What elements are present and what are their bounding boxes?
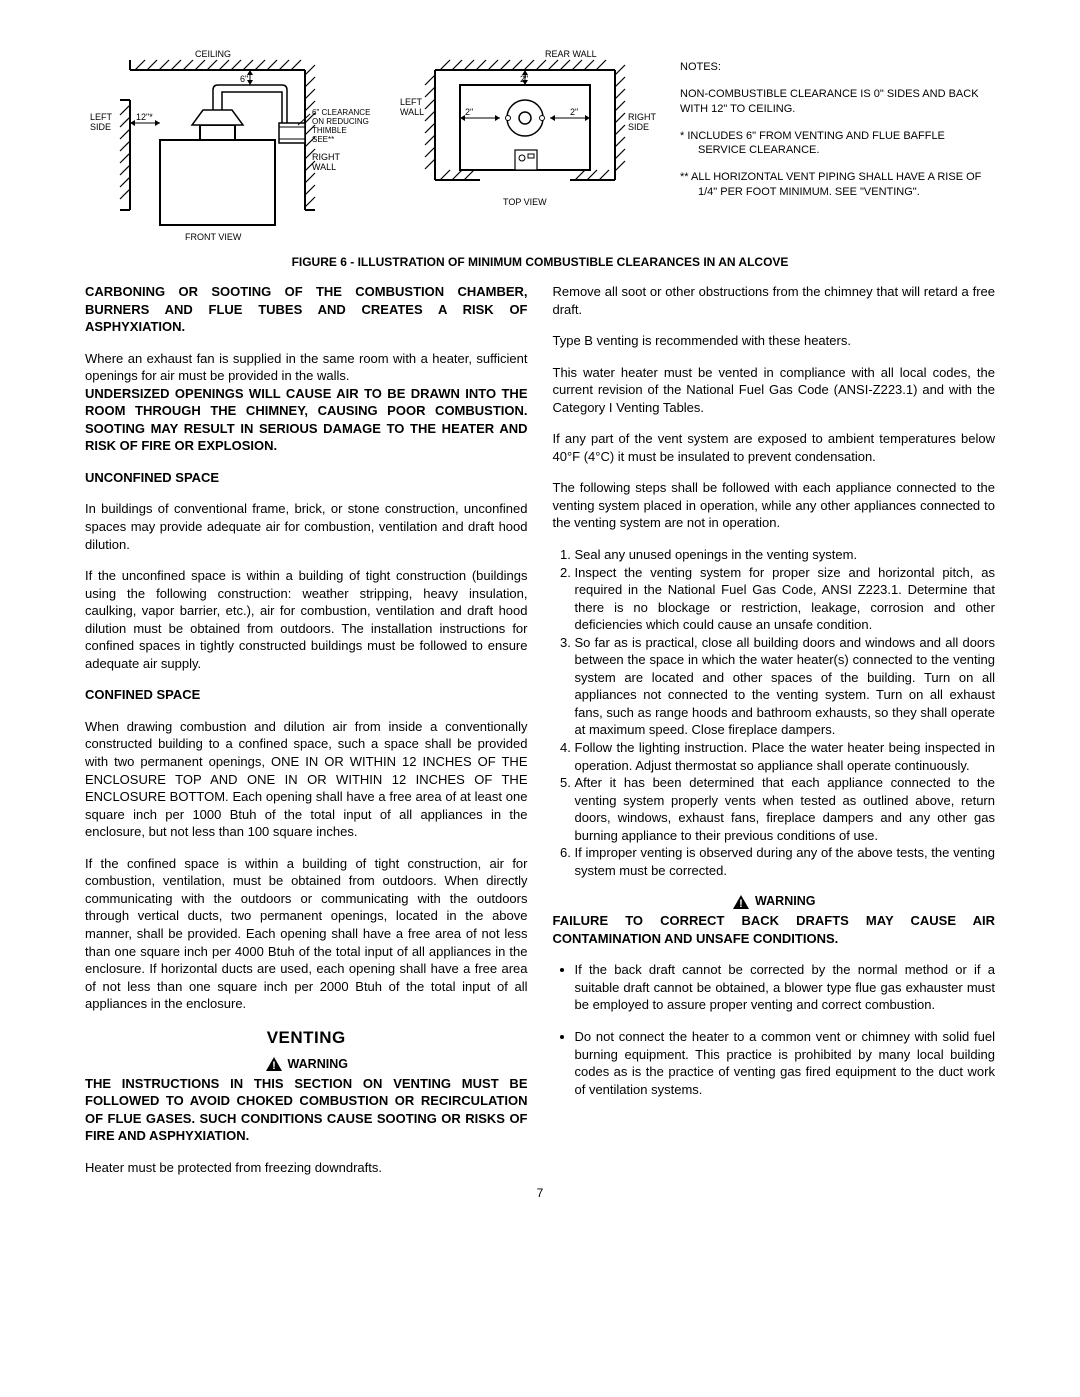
figure-caption: FIGURE 6 - ILLUSTRATION OF MINIMUM COMBU… bbox=[85, 255, 995, 269]
svg-text:SIDE: SIDE bbox=[90, 122, 111, 132]
front-view-diagram: CEILING LEFT SIDE bbox=[85, 30, 385, 245]
svg-text:RIGHT: RIGHT bbox=[628, 112, 657, 122]
note-2: * INCLUDES 6" FROM VENTING AND FLUE BAFF… bbox=[680, 129, 995, 159]
unconfined-p2: If the unconfined space is within a buil… bbox=[85, 567, 528, 672]
carboning-warning: CARBONING OR SOOTING OF THE COMBUSTION C… bbox=[85, 283, 528, 336]
svg-text:!: ! bbox=[739, 898, 743, 910]
note-1: NON-COMBUSTIBLE CLEARANCE IS 0" SIDES AN… bbox=[680, 87, 995, 117]
step-3: So far as is practical, close all buildi… bbox=[575, 634, 996, 739]
svg-text:WALL: WALL bbox=[312, 162, 336, 172]
unconfined-p1: In buildings of conventional frame, bric… bbox=[85, 500, 528, 553]
insulation-para: If any part of the vent system are expos… bbox=[553, 430, 996, 465]
confined-p1: When drawing combustion and dilution air… bbox=[85, 718, 528, 841]
steps-intro: The following steps shall be followed wi… bbox=[553, 479, 996, 532]
confined-heading: CONFINED SPACE bbox=[85, 686, 528, 704]
warning-label-2: WARNING bbox=[755, 893, 815, 910]
step-1: Seal any unused openings in the venting … bbox=[575, 546, 996, 564]
backdraft-bullets: If the back draft cannot be corrected by… bbox=[553, 961, 996, 1098]
page-number: 7 bbox=[85, 1186, 995, 1200]
svg-text:ON REDUCING: ON REDUCING bbox=[312, 117, 369, 126]
step-6: If improper venting is observed during a… bbox=[575, 844, 996, 879]
ceiling-label: CEILING bbox=[195, 49, 231, 59]
soot-removal: Remove all soot or other obstructions fr… bbox=[553, 283, 996, 318]
right-column: Remove all soot or other obstructions fr… bbox=[553, 283, 996, 1176]
warning-label-1: WARNING bbox=[288, 1056, 348, 1073]
venting-steps: Seal any unused openings in the venting … bbox=[553, 546, 996, 879]
svg-text:WALL: WALL bbox=[400, 107, 424, 117]
front-view-label: FRONT VIEW bbox=[185, 232, 242, 242]
warning-icon: ! bbox=[732, 894, 750, 910]
confined-p2: If the confined space is within a buildi… bbox=[85, 855, 528, 1013]
unconfined-heading: UNCONFINED SPACE bbox=[85, 469, 528, 487]
step-4: Follow the lighting instruction. Place t… bbox=[575, 739, 996, 774]
dim-6: 6" bbox=[240, 74, 248, 84]
figure-area: CEILING LEFT SIDE bbox=[85, 30, 995, 245]
exhaust-fan-para: Where an exhaust fan is supplied in the … bbox=[85, 350, 528, 385]
svg-text:6" CLEARANCE: 6" CLEARANCE bbox=[312, 108, 370, 117]
venting-instruction-warning: THE INSTRUCTIONS IN THIS SECTION ON VENT… bbox=[85, 1075, 528, 1145]
svg-text:RIGHT: RIGHT bbox=[312, 152, 341, 162]
warning-icon: ! bbox=[265, 1056, 283, 1072]
dim-2-top: 2" bbox=[520, 74, 528, 84]
left-side-label: LEFT bbox=[90, 112, 113, 122]
notes-heading: NOTES: bbox=[680, 60, 995, 75]
step-5: After it has been determined that each a… bbox=[575, 774, 996, 844]
bullet-2: Do not connect the heater to a common ve… bbox=[575, 1028, 996, 1098]
dim-2-left: 2" bbox=[465, 107, 473, 117]
dim-2-right: 2" bbox=[570, 107, 578, 117]
dim-12: 12"* bbox=[136, 112, 153, 122]
step-2: Inspect the venting system for proper si… bbox=[575, 564, 996, 634]
two-column-body: CARBONING OR SOOTING OF THE COMBUSTION C… bbox=[85, 283, 995, 1176]
svg-text:THIMBLE: THIMBLE bbox=[312, 126, 347, 135]
warning-line-1: ! WARNING bbox=[85, 1056, 528, 1073]
svg-text:LEFT: LEFT bbox=[400, 97, 423, 107]
backdraft-warning: FAILURE TO CORRECT BACK DRAFTS MAY CAUSE… bbox=[553, 912, 996, 947]
note-3: ** ALL HORIZONTAL VENT PIPING SHALL HAVE… bbox=[680, 170, 995, 200]
freezing-downdrafts: Heater must be protected from freezing d… bbox=[85, 1159, 528, 1177]
undersized-warning: UNDERSIZED OPENINGS WILL CAUSE AIR TO BE… bbox=[85, 385, 528, 455]
rear-wall-label: REAR WALL bbox=[545, 49, 597, 59]
left-column: CARBONING OR SOOTING OF THE COMBUSTION C… bbox=[85, 283, 528, 1176]
svg-text:!: ! bbox=[272, 1060, 276, 1072]
top-view-label: TOP VIEW bbox=[503, 197, 547, 207]
type-b-venting: Type B venting is recommended with these… bbox=[553, 332, 996, 350]
compliance-para: This water heater must be vented in comp… bbox=[553, 364, 996, 417]
figure-notes: NOTES: NON-COMBUSTIBLE CLEARANCE IS 0" S… bbox=[680, 30, 995, 212]
venting-heading: VENTING bbox=[85, 1027, 528, 1050]
svg-text:SEE**: SEE** bbox=[312, 135, 334, 144]
warning-line-2: ! WARNING bbox=[553, 893, 996, 910]
top-view-diagram: REAR WALL LEFT WALL RIGHT SIDE bbox=[400, 30, 665, 215]
bullet-1: If the back draft cannot be corrected by… bbox=[575, 961, 996, 1014]
svg-text:SIDE: SIDE bbox=[628, 122, 649, 132]
